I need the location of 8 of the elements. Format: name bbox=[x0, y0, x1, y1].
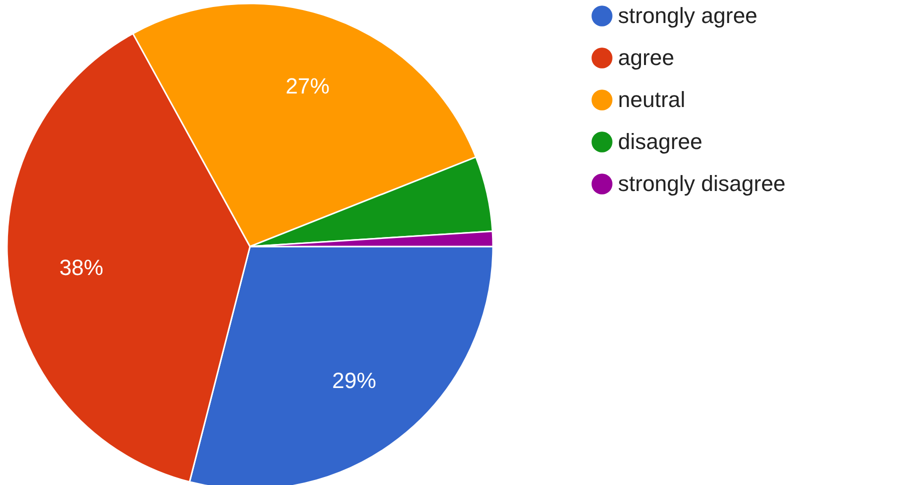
legend-label: disagree bbox=[618, 129, 702, 154]
legend-label: strongly disagree bbox=[618, 171, 786, 196]
data-label: 29% bbox=[332, 368, 376, 393]
data-label: 27% bbox=[286, 74, 330, 99]
legend-label: agree bbox=[618, 45, 674, 70]
data-label: 38% bbox=[59, 254, 104, 280]
legend-label: strongly agree bbox=[618, 3, 758, 28]
legend-label: neutral bbox=[618, 87, 686, 112]
